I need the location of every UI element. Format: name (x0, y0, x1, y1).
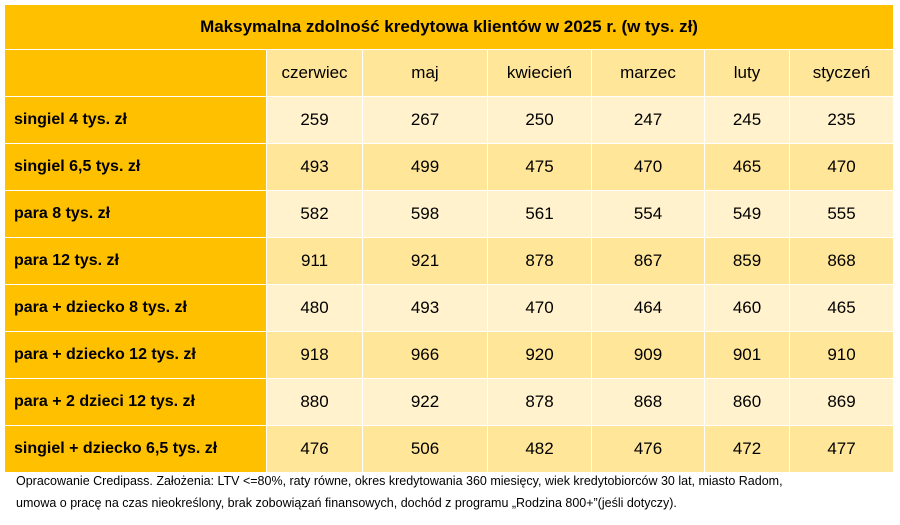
table-cell: 499 (362, 143, 488, 191)
table-cell: 909 (591, 331, 705, 379)
table-cell: 470 (591, 143, 705, 191)
header-corner-cell (4, 49, 267, 97)
table-cell: 922 (362, 378, 488, 426)
credit-capacity-table: Maksymalna zdolność kredytowa klientów w… (3, 4, 895, 473)
table-cell: 470 (788, 143, 895, 191)
table-cell: 476 (591, 425, 705, 473)
footnote-line-2: umowa o pracę na czas nieokreślony, brak… (16, 496, 677, 510)
table-cell: 867 (591, 237, 705, 285)
table-cell: 482 (487, 425, 592, 473)
table-cell: 235 (788, 96, 895, 144)
table-cell: 475 (487, 143, 592, 191)
table-cell: 555 (788, 190, 895, 238)
table-cell: 470 (487, 284, 592, 332)
row-label: para + dziecko 12 tys. zł (4, 331, 267, 379)
row-label: para 12 tys. zł (4, 237, 267, 285)
table-row: singiel + dziecko 6,5 tys. zł 476 506 48… (4, 425, 895, 473)
table-row: para + 2 dzieci 12 tys. zł 880 922 878 8… (4, 378, 895, 426)
column-header-luty: luty (704, 49, 790, 97)
table-cell: 869 (788, 378, 895, 426)
table-header-row: czerwiec maj kwiecień marzec luty stycze… (4, 49, 895, 97)
row-label: para + dziecko 8 tys. zł (4, 284, 267, 332)
table-cell: 911 (266, 237, 363, 285)
row-label: para 8 tys. zł (4, 190, 267, 238)
table-cell: 910 (788, 331, 895, 379)
table-cell: 598 (362, 190, 488, 238)
table-cell: 476 (266, 425, 363, 473)
credit-capacity-table-container: Maksymalna zdolność kredytowa klientów w… (3, 4, 895, 473)
row-label: para + 2 dzieci 12 tys. zł (4, 378, 267, 426)
table-cell: 267 (362, 96, 488, 144)
table-cell: 554 (591, 190, 705, 238)
table-row: singiel 6,5 tys. zł 493 499 475 470 465 … (4, 143, 895, 191)
table-cell: 549 (704, 190, 790, 238)
table-cell: 561 (487, 190, 592, 238)
table-cell: 966 (362, 331, 488, 379)
table-cell: 921 (362, 237, 488, 285)
table-cell: 860 (704, 378, 790, 426)
table-cell: 880 (266, 378, 363, 426)
table-cell: 901 (704, 331, 790, 379)
row-label: singiel 4 tys. zł (4, 96, 267, 144)
table-cell: 859 (704, 237, 790, 285)
table-cell: 582 (266, 190, 363, 238)
table-row: para + dziecko 12 tys. zł 918 966 920 90… (4, 331, 895, 379)
table-row: para 12 tys. zł 911 921 878 867 859 868 (4, 237, 895, 285)
column-header-czerwiec: czerwiec (266, 49, 363, 97)
table-title: Maksymalna zdolność kredytowa klientów w… (3, 4, 895, 50)
column-header-marzec: marzec (591, 49, 705, 97)
table-cell: 480 (266, 284, 363, 332)
table-cell: 493 (266, 143, 363, 191)
column-header-maj: maj (362, 49, 488, 97)
row-label: singiel 6,5 tys. zł (4, 143, 267, 191)
table-cell: 878 (487, 237, 592, 285)
table-cell: 868 (788, 237, 895, 285)
table-cell: 464 (591, 284, 705, 332)
table-cell: 506 (362, 425, 488, 473)
table-cell: 259 (266, 96, 363, 144)
table-row: para 8 tys. zł 582 598 561 554 549 555 (4, 190, 895, 238)
table-cell: 465 (704, 143, 790, 191)
table-cell: 247 (591, 96, 705, 144)
table-cell: 918 (266, 331, 363, 379)
footnote-line-1: Opracowanie Credipass. Założenia: LTV <=… (16, 474, 783, 488)
table-title-row: Maksymalna zdolność kredytowa klientów w… (3, 4, 895, 50)
table-cell: 920 (487, 331, 592, 379)
table-cell: 868 (591, 378, 705, 426)
table-row: para + dziecko 8 tys. zł 480 493 470 464… (4, 284, 895, 332)
column-header-styczen: styczeń (788, 49, 895, 97)
column-header-kwiecien: kwiecień (487, 49, 592, 97)
table-cell: 250 (487, 96, 592, 144)
table-cell: 878 (487, 378, 592, 426)
table-cell: 460 (704, 284, 790, 332)
table-cell: 245 (704, 96, 790, 144)
source-footnote: Opracowanie Credipass. Założenia: LTV <=… (16, 470, 896, 514)
row-label: singiel + dziecko 6,5 tys. zł (4, 425, 267, 473)
table-cell: 477 (788, 425, 895, 473)
table-cell: 493 (362, 284, 488, 332)
table-cell: 465 (788, 284, 895, 332)
table-row: singiel 4 tys. zł 259 267 250 247 245 23… (4, 96, 895, 144)
table-cell: 472 (704, 425, 790, 473)
